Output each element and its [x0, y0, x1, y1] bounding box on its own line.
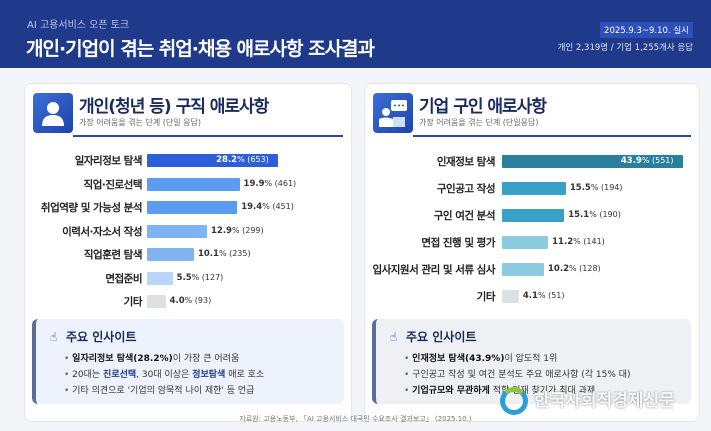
bar-row: 면접 진행 및 평가 11.2% (141) [365, 236, 699, 250]
insight-item: 20대는 진로선택, 30대 이상은 정보탐색 애로 호소 [64, 367, 264, 383]
value-label: 19.9% (461) [243, 178, 297, 189]
bar [502, 182, 566, 195]
category-label: 이력서·자소서 작성 [62, 225, 142, 238]
insight-item: 인재정보 탐색(43.9%)이 압도적 1위 [404, 351, 631, 367]
bar [147, 177, 240, 191]
value-label: 10.2% (128) [548, 264, 601, 274]
header-subtitle: AI 고용서비스 오픈 토크 [27, 20, 130, 31]
source-note: 자료원: 고용노동부, 「AI 고용서비스 대국민 수요조사 결과보고」 (20… [239, 415, 472, 423]
category-label: 기타 [123, 296, 143, 308]
value-label: 43.9% (551) [620, 156, 674, 166]
watermark: 한국사회적경제신문 [500, 386, 675, 415]
category-label: 구인공고 작성 [436, 183, 496, 195]
value-label: 19.4% (451) [241, 202, 294, 212]
insight-heading: ☝ 주요 인사이트 [390, 328, 476, 345]
bar-row: 일자리정보 탐색 28.2% (653) [25, 154, 351, 168]
insight-item: 일자리정보 탐색(28.2%)이 가장 큰 어려움 [64, 351, 264, 367]
insight-heading: ☝ 주요 인사이트 [50, 328, 136, 345]
survey-date: 2025.9.3~9.10. 실시 [600, 22, 693, 38]
value-label: 15.1% (190) [568, 210, 621, 220]
insight-list: 인재정보 탐색(43.9%)이 압도적 1위구인공고 작성 및 여건 분석도 주… [404, 351, 631, 399]
bar [502, 209, 565, 222]
bar-row: 입사지원서 관리 및 서류 심사 10.2% (128) [365, 263, 699, 277]
category-label: 직업훈련 탐색 [83, 249, 143, 261]
card-title: 개인(청년 등) 구직 애로사항 [79, 97, 269, 117]
value-label: 15.5% (194) [569, 183, 623, 193]
bar-row: 직업훈련 탐색 10.1% (235) [25, 248, 351, 262]
bar-row: 인재정보 탐색 43.9% (551) [365, 155, 699, 169]
bar [147, 201, 238, 214]
insight-item: 기업규모와 무관하게 적합 인재 찾기가 최대 과제 [404, 383, 631, 399]
value-label: 10.1% (235) [197, 249, 251, 259]
category-label: 인재정보 탐색 [436, 156, 496, 168]
bar [502, 263, 545, 276]
value-label: 5.5% (127) [176, 272, 224, 283]
person-icon [33, 93, 73, 133]
category-label: 취업역량 및 가능성 분석 [40, 202, 143, 214]
bar-row: 이력서·자소서 작성 12.9% (299) [25, 224, 351, 239]
company-card: 기업 구인 애로사항 가장 어려움을 겪는 단계 (단일응답) 인재정보 탐색 4… [364, 83, 700, 422]
category-label: 직업·진로선택 [83, 178, 143, 191]
value-label: 11.2% (141) [552, 237, 605, 247]
value-label: 12.9% (299) [210, 225, 264, 236]
bar-row: 직업·진로선택 19.9% (461) [25, 177, 351, 192]
header: AI 고용서비스 오픈 토크 개인·기업이 겪는 취업·채용 애로사항 조사결과… [0, 0, 711, 68]
bar [147, 271, 173, 285]
bar-row: 구인공고 작성 15.5% (194) [365, 182, 699, 196]
bar [502, 155, 683, 168]
bar [147, 154, 279, 167]
bar [502, 290, 519, 303]
card-subtitle: 가장 어려움을 겪는 단계 (단일응답) [419, 118, 539, 127]
insight-list: 일자리정보 탐색(28.2%)이 가장 큰 어려움20대는 진로선택, 30대 … [64, 351, 264, 399]
bar-row: 기타 4.0% (93) [25, 295, 351, 309]
touch-icon: ☝ [50, 330, 58, 344]
category-label: 일자리정보 탐색 [74, 155, 143, 167]
value-label: 4.0% (93) [169, 296, 212, 306]
page-title: 개인·기업이 겪는 취업·채용 애로사항 조사결과 [26, 38, 375, 60]
bar [147, 295, 166, 308]
insight-item: 구인공고 작성 및 여건 분석도 주요 애로사항 (각 15% 대) [404, 367, 630, 383]
category-label: 면접준비 [105, 272, 142, 285]
divider [413, 135, 691, 137]
bar [147, 224, 207, 238]
divider [73, 135, 343, 137]
individual-card: 개인(청년 등) 구직 애로사항 가장 어려움을 겪는 단계 (단일 응답) 일… [24, 83, 352, 422]
bar [502, 236, 549, 249]
category-label: 구인 여건 분석 [433, 210, 496, 222]
insight-item: 기타 의견으로 '기업의 암묵적 나이 제한' 등 언급 [64, 383, 264, 399]
bar [147, 248, 194, 261]
watermark-text: 한국사회적경제신문 [534, 391, 675, 411]
category-label: 면접 진행 및 평가 [421, 237, 495, 249]
presenter-icon [373, 93, 413, 133]
category-label: 기타 [476, 291, 496, 303]
bar-row: 면접준비 5.5% (127) [25, 271, 351, 286]
bar-row: 구인 여건 분석 15.1% (190) [365, 209, 699, 223]
logo-icon [500, 387, 528, 415]
card-subtitle: 가장 어려움을 겪는 단계 (단일 응답) [79, 118, 201, 127]
bar-row: 기타 4.1% (51) [365, 290, 699, 304]
category-label: 입사지원서 관리 및 서류 심사 [372, 264, 495, 276]
bar-row: 취업역량 및 가능성 분석 19.4% (451) [25, 201, 351, 215]
value-label: 28.2% (653) [216, 155, 269, 165]
touch-icon: ☝ [390, 330, 398, 344]
insight-box: ☝ 주요 인사이트 인재정보 탐색(43.9%)이 압도적 1위구인공고 작성 및… [372, 319, 691, 404]
card-title: 기업 구인 애로사항 [419, 97, 547, 117]
insight-box: ☝ 주요 인사이트 일자리정보 탐색(28.2%)이 가장 큰 어려움20대는 진… [32, 319, 344, 404]
insight-title: 주요 인사이트 [406, 330, 477, 344]
value-label: 4.1% (51) [522, 291, 565, 301]
respondents: 개인 2,319명 / 기업 1,255개사 응답 [557, 43, 693, 53]
insight-title: 주요 인사이트 [66, 330, 137, 344]
